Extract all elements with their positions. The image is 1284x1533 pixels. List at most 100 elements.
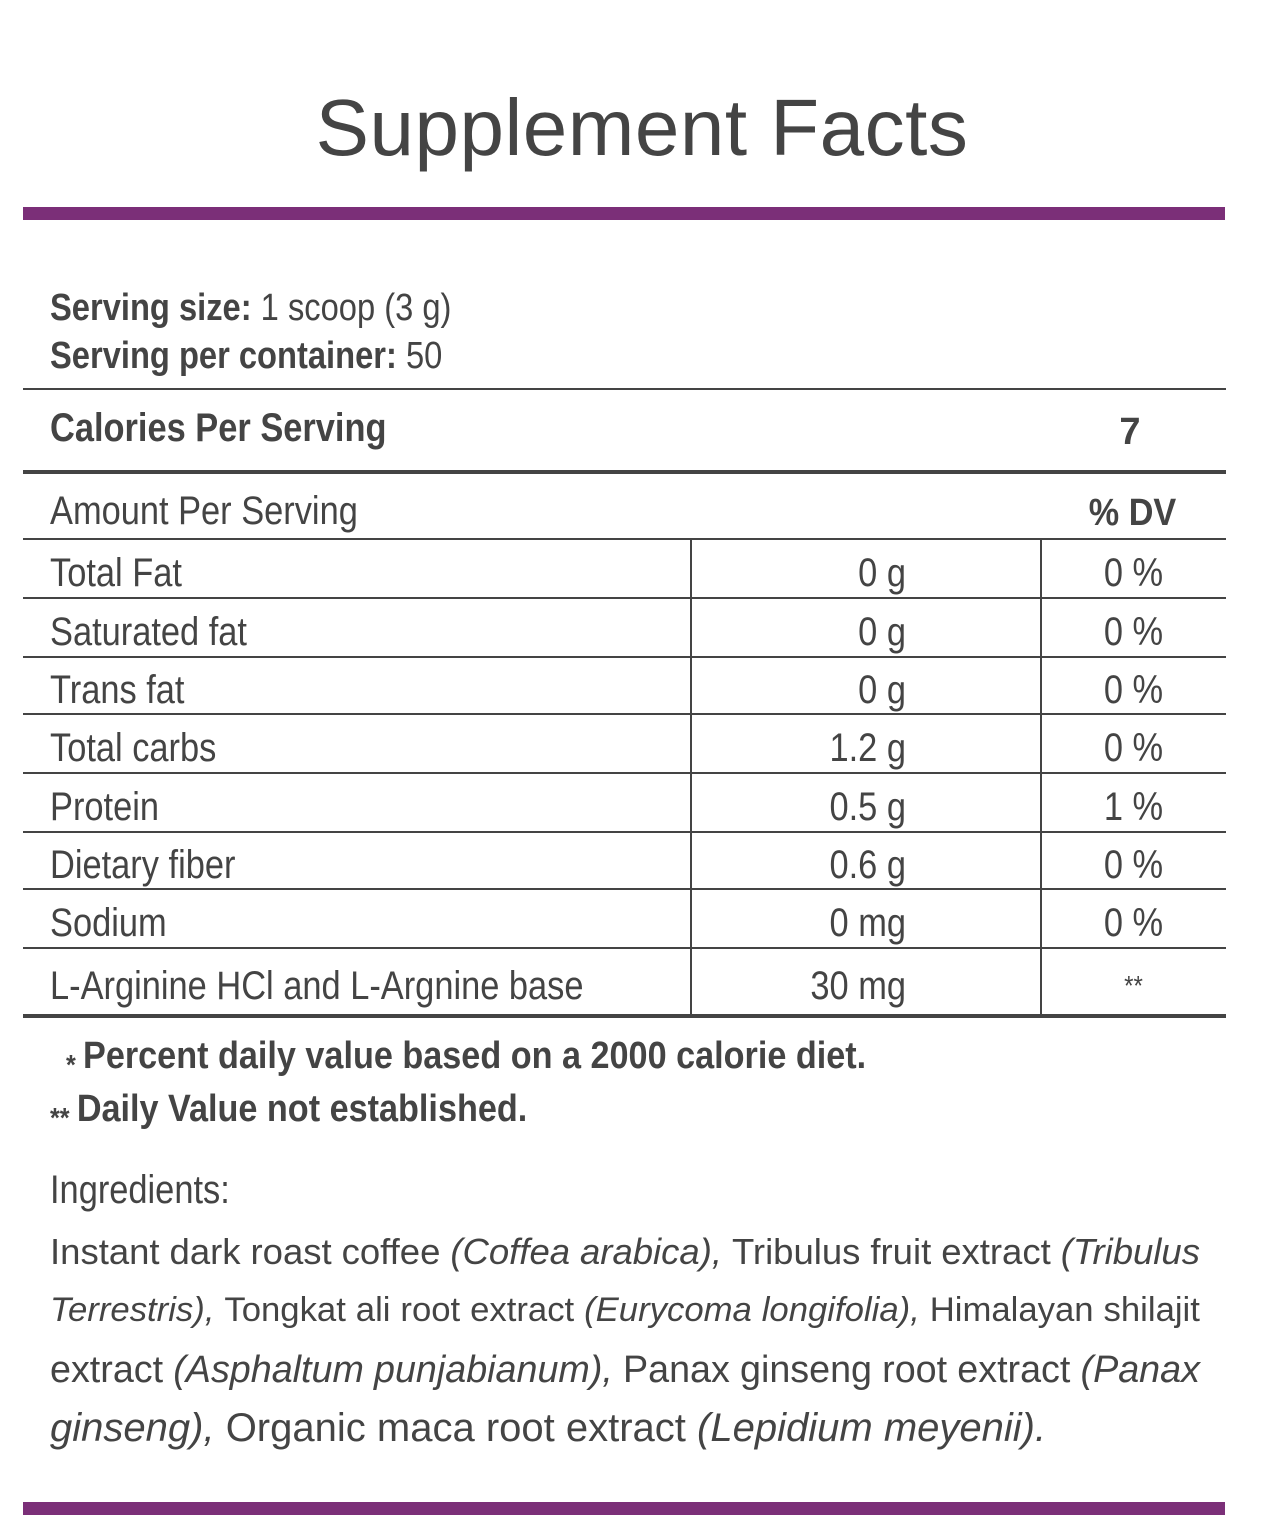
ingredient-word: Tongkat	[224, 1291, 346, 1329]
nutrient-name: Total carbs	[50, 726, 217, 770]
ingredients-line: ginseng), Organic maca root extract (Lep…	[50, 1399, 1200, 1458]
nutrient-amount: 0 g	[858, 668, 906, 712]
ingredient-word: shilajit	[1103, 1291, 1200, 1329]
footnote-mark: **	[50, 1102, 70, 1133]
nutrient-name: Dietary fiber	[50, 843, 236, 887]
row-divider	[23, 597, 1226, 599]
ingredient-word: root	[485, 1406, 555, 1450]
nutrient-name: Total Fat	[50, 551, 182, 595]
nutrient-amount: 30 mg	[810, 964, 906, 1008]
nutrient-name: Protein	[50, 785, 160, 829]
nutrient-name: Sodium	[50, 901, 167, 945]
nutrient-dv: 0 %	[1103, 610, 1164, 654]
ingredient-word: Organic	[225, 1406, 366, 1450]
ingredient-word: roast	[250, 1231, 332, 1272]
nutrient-dv: 0 %	[1103, 901, 1164, 945]
ingredient-word: maca	[376, 1406, 475, 1450]
table-row: Total carbs 1.2 g 0 %	[23, 714, 1226, 773]
top-accent-band	[23, 207, 1225, 220]
ingredient-word: meyenii).	[883, 1406, 1047, 1450]
table-row: L-Arginine HCl and L-Argnine base 30 mg **	[23, 948, 1226, 1016]
ingredient-word: arabica),	[580, 1231, 723, 1272]
table-row: Protein 0.5 g 1 %	[23, 773, 1226, 832]
nutrient-dv: 0 %	[1103, 843, 1164, 887]
ingredient-word: fruit	[870, 1231, 932, 1272]
footnote-not-established: ** Daily Value not established.	[50, 1085, 527, 1142]
ingredient-word: Tribulus	[731, 1231, 861, 1272]
nutrient-amount: 0.5 g	[829, 785, 906, 829]
ingredient-word: longifolia),	[761, 1291, 920, 1329]
thick-divider	[23, 470, 1226, 474]
ingredient-word: extract	[50, 1348, 164, 1390]
ingredient-word: punjabianum),	[374, 1348, 613, 1390]
ingredient-word: Instant	[50, 1231, 160, 1272]
nutrient-amount: 0.6 g	[829, 843, 906, 887]
ingredients-line: Terrestris), Tongkat ali root extract (Euryco…	[50, 1281, 1200, 1340]
table-bottom-rule	[23, 1014, 1226, 1018]
row-divider	[23, 947, 1226, 949]
nutrient-amount: 0 g	[858, 610, 906, 654]
serving-size-label: Serving size:	[50, 287, 252, 329]
nutrient-name: L-Arginine HCl and L-Argnine base	[50, 964, 584, 1008]
ingredient-word: dark	[169, 1231, 241, 1272]
row-divider	[23, 772, 1226, 774]
ingredient-word: coffee	[341, 1231, 441, 1272]
ingredient-word: root	[882, 1348, 948, 1390]
calories-value: 7	[1119, 411, 1141, 453]
nutrient-dv: 0 %	[1103, 551, 1164, 595]
nutrient-name: Saturated fat	[50, 610, 247, 654]
table-top-rule	[23, 538, 1226, 540]
ingredients-heading: Ingredients:	[50, 1168, 230, 1212]
ingredient-word: (Tribulus	[1060, 1231, 1200, 1272]
table-row: Sodium 0 mg 0 %	[23, 889, 1226, 948]
ingredient-word: (Panax	[1080, 1348, 1200, 1390]
column-divider	[1040, 540, 1042, 1017]
ingredient-word: ali	[355, 1291, 391, 1329]
nutrient-dv: 1 %	[1103, 785, 1164, 829]
ingredients-line: extract (Asphaltum punjabianum), Panax ginse…	[50, 1340, 1200, 1399]
servings-per-container-value: 50	[405, 335, 443, 377]
nutrient-amount: 0 mg	[829, 901, 906, 945]
divider	[23, 388, 1226, 390]
ingredient-word: ginseng),	[50, 1406, 215, 1450]
column-divider	[690, 540, 692, 1017]
table-row: Trans fat 0 g 0 %	[23, 657, 1226, 714]
ingredient-word: Terrestris),	[50, 1291, 215, 1329]
serving-size-value: 1 scoop (3 g)	[260, 287, 452, 329]
table-row: Dietary fiber 0.6 g 0 %	[23, 832, 1226, 889]
nutrient-dv: 0 %	[1103, 668, 1164, 712]
ingredient-word: (Asphaltum	[173, 1348, 364, 1390]
ingredient-word: extract	[565, 1406, 686, 1450]
footnote-daily-value: * Percent daily value based on a 2000 cal…	[66, 1032, 866, 1089]
nutrient-dv: **	[1124, 970, 1143, 1001]
bottom-accent-band	[23, 1502, 1225, 1515]
row-divider	[23, 888, 1226, 890]
row-divider	[23, 713, 1226, 715]
footnote-mark: *	[66, 1049, 76, 1080]
row-divider	[23, 831, 1226, 833]
ingredient-word: Himalayan	[929, 1291, 1094, 1329]
row-divider	[23, 656, 1226, 658]
serving-size: Serving size: 1 scoop (3 g)	[50, 285, 451, 331]
amount-per-serving-label: Amount Per Serving	[50, 489, 358, 533]
nutrient-amount: 0 g	[858, 551, 906, 595]
nutrient-amount: 1.2 g	[829, 726, 906, 770]
ingredient-word: extract	[470, 1291, 575, 1329]
dv-header: % DV	[1088, 492, 1177, 534]
ingredients-list: Instant dark roast coffee (Coffea arabica), Tr…	[50, 1222, 1200, 1458]
nutrient-dv: 0 %	[1103, 726, 1164, 770]
ingredient-word: (Coffea	[450, 1231, 571, 1272]
ingredient-word: extract	[957, 1348, 1071, 1390]
ingredient-word: Panax	[622, 1348, 730, 1390]
ingredient-word: extract	[941, 1231, 1051, 1272]
servings-per-container-label: Serving per container:	[50, 335, 397, 377]
nutrient-name: Trans fat	[50, 668, 185, 712]
footnote-text: Daily Value not established.	[76, 1088, 528, 1130]
ingredients-line: Instant dark roast coffee (Coffea arabica), Tr…	[50, 1222, 1200, 1281]
ingredient-word: root	[400, 1291, 461, 1329]
servings-per-container: Serving per container: 50	[50, 333, 442, 379]
ingredient-word: (Eurycoma	[584, 1291, 752, 1329]
supplement-facts-title: Supplement Facts	[315, 83, 969, 172]
ingredient-word: ginseng	[740, 1348, 873, 1390]
calories-label: Calories Per Serving	[50, 406, 387, 450]
